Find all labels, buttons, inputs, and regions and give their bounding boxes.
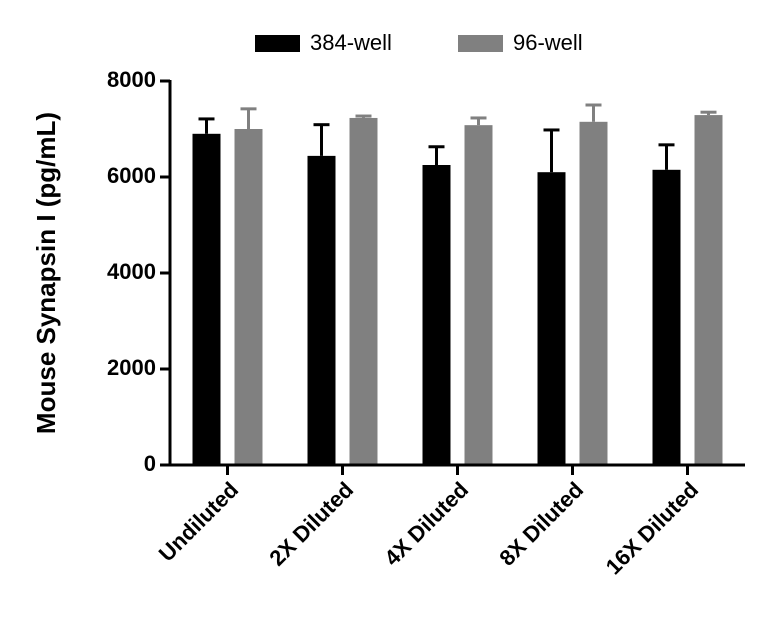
x-tick-label: 4X Diluted: [379, 477, 473, 571]
y-tick-label: 2000: [107, 355, 156, 380]
bar: [652, 169, 681, 466]
y-tick-label: 0: [144, 451, 156, 476]
bar: [579, 121, 608, 466]
bar: [349, 117, 378, 466]
x-tick-label: 16X Diluted: [601, 477, 703, 579]
bar: [464, 125, 493, 465]
bar: [234, 129, 263, 465]
y-axis-label: Mouse Synapsin I (pg/mL): [31, 112, 61, 434]
x-tick-label: 2X Diluted: [264, 477, 358, 571]
bar: [537, 172, 566, 465]
bar: [192, 133, 221, 466]
legend-label: 96-well: [513, 30, 583, 55]
bar: [422, 165, 451, 465]
bar: [694, 115, 723, 465]
x-tick-label: Undiluted: [154, 477, 243, 566]
y-tick-label: 6000: [107, 163, 156, 188]
bar: [307, 155, 336, 465]
legend-swatch: [458, 35, 503, 52]
y-tick-label: 4000: [107, 259, 156, 284]
y-tick-label: 8000: [107, 67, 156, 92]
legend-label: 384-well: [310, 30, 392, 55]
legend-swatch: [255, 35, 300, 52]
x-tick-label: 8X Diluted: [494, 477, 588, 571]
